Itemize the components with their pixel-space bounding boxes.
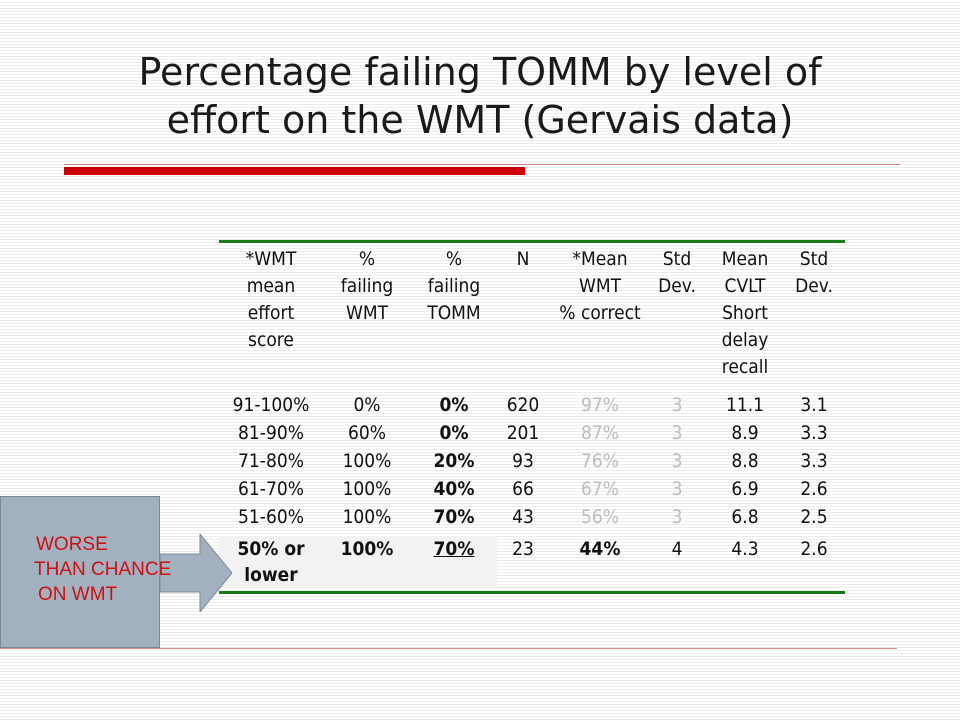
- results-table: *WMT mean effort score % failing WMT % f…: [219, 240, 845, 594]
- callout-label-line-2: THAN CHANCE: [34, 559, 172, 580]
- cell-std-dev-1: 4: [671, 538, 683, 560]
- cell-failing-wmt: 60%: [348, 422, 386, 444]
- cell-effort-score: 71-80%: [238, 450, 304, 472]
- cell-std-dev-2: 2.5: [800, 506, 828, 528]
- cell-std-dev-2: 3.3: [800, 450, 828, 472]
- header-wmt-effort-score: *WMT mean effort score: [245, 248, 297, 351]
- cell-failing-wmt: 100%: [342, 450, 392, 472]
- cell-failing-tomm: 70%: [433, 506, 475, 528]
- cell-mean-cvlt: 11.1: [725, 394, 765, 416]
- cell-mean-cvlt: 8.9: [731, 422, 759, 444]
- cell-failing-wmt: 100%: [342, 478, 392, 500]
- cell-mean-wmt: 97%: [581, 394, 619, 416]
- title-underline-accent: [64, 167, 525, 175]
- cell-effort-score: 50% or lower: [237, 538, 305, 586]
- cell-std-dev-2: 3.1: [800, 394, 828, 416]
- cell-n: 93: [512, 450, 534, 472]
- cell-std-dev-1: 3: [671, 422, 683, 444]
- callout-box: [0, 496, 160, 648]
- cell-mean-cvlt: 8.8: [731, 450, 759, 472]
- cell-failing-wmt: 100%: [342, 506, 392, 528]
- cell-failing-wmt: 100%: [340, 538, 394, 560]
- header-mean-cvlt: Mean CVLT Short delay recall: [721, 248, 769, 378]
- cell-mean-wmt: 67%: [581, 478, 619, 500]
- cell-std-dev-1: 3: [671, 450, 683, 472]
- cell-mean-wmt: 44%: [579, 538, 621, 560]
- highlighted-row-background: [219, 536, 497, 588]
- cell-mean-cvlt: 4.3: [731, 538, 759, 560]
- cell-effort-score: 81-90%: [238, 422, 304, 444]
- cell-failing-tomm: 0%: [439, 422, 469, 444]
- callout-label-line-3: ON WMT: [38, 584, 118, 605]
- table-top-rule: [219, 240, 845, 243]
- header-n: N: [516, 248, 530, 270]
- callout-arrow-shape: [160, 534, 232, 612]
- cell-mean-wmt: 87%: [581, 422, 619, 444]
- cell-std-dev-1: 3: [671, 394, 683, 416]
- cell-std-dev-1: 3: [671, 478, 683, 500]
- header-std-dev-1: Std Dev.: [658, 248, 696, 297]
- cell-std-dev-1: 3: [671, 506, 683, 528]
- title-underline-thin: [64, 164, 900, 165]
- cell-mean-cvlt: 6.9: [731, 478, 759, 500]
- header-failing-wmt: % failing WMT: [340, 248, 394, 324]
- callout-label: WORSE THAN CHANCE ON WMT: [34, 532, 171, 607]
- cell-mean-cvlt: 6.8: [731, 506, 759, 528]
- cell-failing-tomm: 0%: [439, 394, 469, 416]
- cell-n: 66: [512, 478, 534, 500]
- cell-failing-tomm: 70%: [433, 538, 475, 560]
- cell-mean-wmt: 76%: [581, 450, 619, 472]
- cell-n: 23: [512, 538, 534, 560]
- cell-failing-tomm: 40%: [433, 478, 475, 500]
- cell-n: 620: [506, 394, 540, 416]
- cell-n: 43: [512, 506, 534, 528]
- table-bottom-rule: [219, 591, 845, 594]
- cell-effort-score: 51-60%: [238, 506, 304, 528]
- slide-title-line-2: effort on the WMT (Gervais data): [166, 98, 794, 142]
- cell-std-dev-2: 2.6: [800, 478, 828, 500]
- cell-failing-wmt: 0%: [353, 394, 381, 416]
- header-std-dev-2: Std Dev.: [795, 248, 833, 297]
- cell-std-dev-2: 2.6: [800, 538, 828, 560]
- header-mean-wmt-correct: *Mean WMT % correct: [559, 248, 641, 324]
- cell-mean-wmt: 56%: [581, 506, 619, 528]
- cell-effort-score: 61-70%: [238, 478, 304, 500]
- cell-n: 201: [506, 422, 540, 444]
- cell-std-dev-2: 3.3: [800, 422, 828, 444]
- slide-title-line-1: Percentage failing TOMM by level of: [138, 50, 822, 94]
- callout-label-line-1: WORSE: [36, 534, 108, 555]
- footer-rule: [0, 648, 897, 649]
- cell-effort-score: 91-100%: [232, 394, 310, 416]
- cell-failing-tomm: 20%: [433, 450, 475, 472]
- slide-title: Percentage failing TOMM by level of effo…: [40, 48, 920, 144]
- header-failing-tomm: % failing TOMM: [427, 248, 481, 324]
